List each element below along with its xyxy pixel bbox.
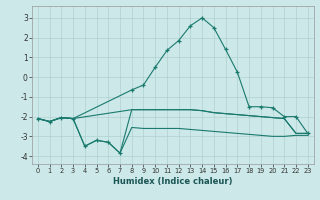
X-axis label: Humidex (Indice chaleur): Humidex (Indice chaleur) (113, 177, 233, 186)
